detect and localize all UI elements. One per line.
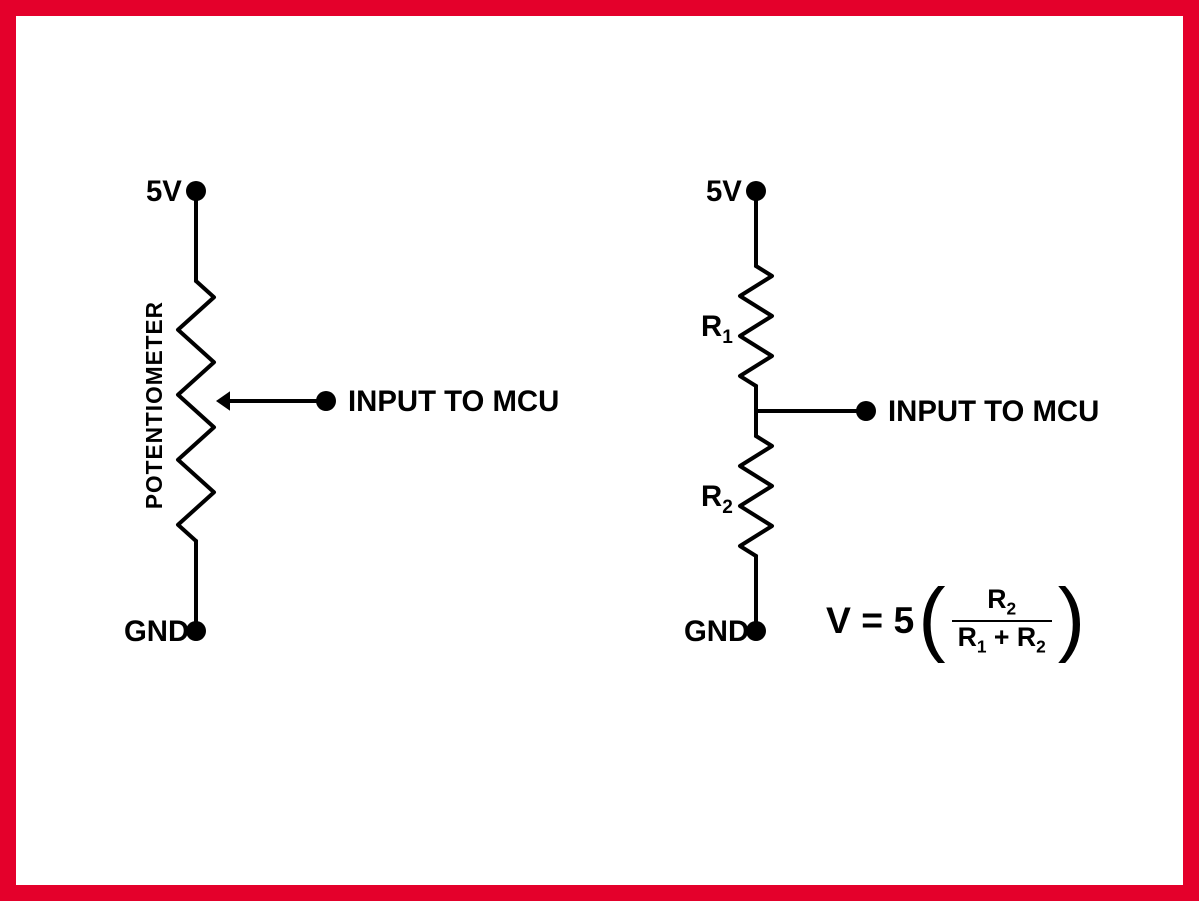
diagram-frame: 5V GND POTENTIOMETER INPUT TO MCU 5V GND… bbox=[0, 0, 1199, 901]
circuit-svg bbox=[16, 16, 1183, 885]
r2-label: R2 bbox=[701, 480, 733, 519]
paren-close: ) bbox=[1058, 586, 1085, 652]
paren-open: ( bbox=[918, 586, 945, 652]
left-top-voltage-label: 5V bbox=[146, 175, 182, 209]
right-top-voltage-label: 5V bbox=[706, 175, 742, 209]
voltage-divider-formula: V = 5 ( R2 R1 + R2 ) bbox=[826, 586, 1085, 655]
right-bottom-gnd-label: GND bbox=[684, 615, 749, 649]
potentiometer-label: POTENTIOMETER bbox=[141, 301, 168, 509]
r1-label: R1 bbox=[701, 310, 733, 349]
left-tap-label: INPUT TO MCU bbox=[348, 385, 559, 419]
formula-fraction: R2 R1 + R2 bbox=[952, 586, 1052, 655]
right-tap-label: INPUT TO MCU bbox=[888, 395, 1099, 429]
diagram-canvas: 5V GND POTENTIOMETER INPUT TO MCU 5V GND… bbox=[16, 16, 1183, 885]
formula-lhs: V = 5 bbox=[826, 599, 914, 642]
left-bottom-gnd-label: GND bbox=[124, 615, 189, 649]
